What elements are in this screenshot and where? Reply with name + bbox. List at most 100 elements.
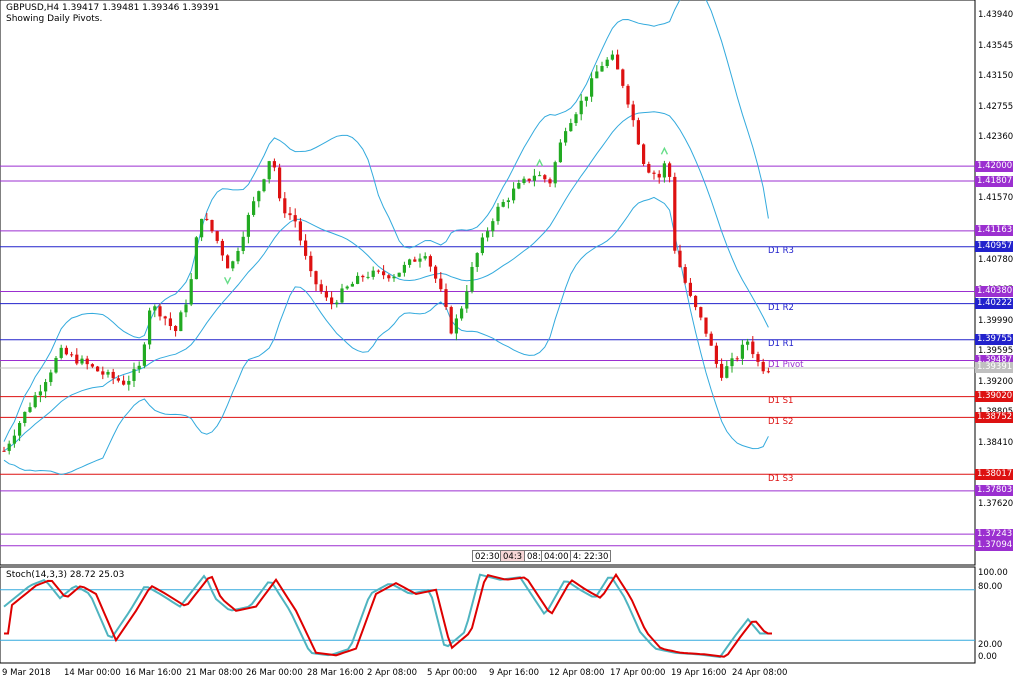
time-box-3[interactable]: 08: — [524, 550, 544, 562]
candle-body — [345, 286, 349, 289]
candle-body — [590, 78, 594, 97]
candle-body — [564, 131, 568, 143]
candle-body — [740, 344, 744, 359]
price-tick: 1.39595 — [978, 346, 1014, 357]
price-level-box: 1.39391 — [975, 362, 1013, 374]
bollinger-bands — [3, 0, 769, 476]
band-middle — [3, 111, 769, 452]
time-tick: 9 Apr 16:00 — [489, 668, 540, 678]
time-tick: 16 Mar 16:00 — [125, 668, 182, 678]
pivot-r1-label: D1 R1 — [768, 339, 794, 349]
candle-body — [652, 172, 656, 174]
time-box-2[interactable]: 04:3 — [500, 550, 526, 562]
time-tick: 14 Mar 00:00 — [64, 668, 121, 678]
candle-body — [496, 206, 500, 222]
candle-body — [184, 304, 188, 313]
price-level-box: 1.38752 — [975, 411, 1013, 423]
candle-body — [298, 221, 302, 241]
fractal-arrow — [535, 158, 544, 167]
candle-body — [288, 213, 292, 216]
candle-body — [54, 357, 58, 373]
candle-body — [278, 167, 282, 199]
symbol-header: GBPUSD,H4 1.39417 1.39481 1.39346 1.3939… — [6, 3, 220, 13]
price-tick: 1.42755 — [978, 101, 1014, 112]
candle-body — [548, 179, 552, 184]
candle-body — [491, 221, 495, 232]
candle-body — [397, 272, 401, 277]
candle-body — [158, 306, 162, 317]
candle-body — [418, 258, 422, 262]
price-level-box: 1.40380 — [975, 285, 1013, 297]
stoch-tick-0: 0.00 — [978, 652, 997, 662]
candle-body — [236, 250, 240, 262]
candle-body — [725, 366, 729, 378]
candle-body — [356, 275, 360, 284]
candle-body — [532, 175, 536, 181]
candle-body — [657, 173, 661, 178]
candle-body — [80, 358, 84, 364]
candle-body — [361, 275, 365, 278]
pivot-s3-label: D1 S3 — [768, 474, 794, 484]
candle-body — [647, 163, 651, 173]
pivot-r3-label: D1 R3 — [768, 246, 794, 256]
time-box-4[interactable]: 04:00 — [541, 550, 572, 562]
candle-body — [444, 289, 448, 308]
price-level-box: 1.38017 — [975, 468, 1013, 480]
candle-body — [75, 354, 79, 364]
candle-body — [168, 318, 172, 327]
candle-body — [215, 231, 219, 241]
pivot-s2-label: D1 S2 — [768, 417, 794, 427]
price-tick: 1.37620 — [978, 499, 1014, 509]
candle-body — [122, 380, 126, 385]
candle-body — [283, 198, 287, 214]
price-level-box: 1.37803 — [975, 485, 1013, 497]
candlesticks — [2, 49, 770, 455]
price-level-box: 1.39755 — [975, 334, 1013, 346]
candle-body — [751, 341, 755, 355]
price-tick: 1.38410 — [978, 437, 1014, 448]
candle-body — [366, 276, 370, 278]
candle-body — [319, 284, 323, 292]
candle-body — [38, 391, 42, 396]
candle-body — [101, 371, 105, 375]
time-tick: 9 Mar 2018 — [2, 668, 51, 678]
candle-body — [132, 369, 136, 381]
price-level-box: 1.42000 — [975, 160, 1013, 172]
candle-body — [584, 96, 588, 101]
band-upper — [3, 0, 769, 442]
candle-body — [517, 182, 521, 189]
candle-body — [231, 261, 235, 269]
candle-body — [709, 333, 713, 346]
time-box-1[interactable]: 02:30 — [472, 550, 503, 562]
candle-body — [730, 358, 734, 367]
candle-body — [44, 382, 48, 392]
candle-body — [33, 395, 37, 408]
candle-body — [480, 237, 484, 254]
price-level-box: 1.39487 — [975, 355, 1013, 367]
time-tick: 21 Mar 08:00 — [186, 668, 243, 678]
candle-body — [631, 104, 635, 121]
candle-body — [673, 176, 677, 251]
time-box-5[interactable]: 4: 22:30 — [570, 550, 612, 562]
candle-body — [90, 364, 94, 367]
stoch-pane-frame — [0, 566, 976, 664]
candle-body — [512, 188, 516, 201]
candle-body — [621, 69, 625, 86]
time-tick: 5 Apr 00:00 — [427, 668, 478, 678]
candle-body — [163, 316, 167, 319]
stoch-main-line — [3, 573, 772, 659]
price-level-box: 1.41807 — [975, 175, 1013, 187]
time-tick: 28 Mar 16:00 — [307, 668, 364, 678]
candle-body — [439, 278, 443, 290]
candle-body — [434, 266, 438, 279]
pivot-p-label: D1 Pivot — [768, 360, 804, 370]
candle-body — [350, 283, 354, 287]
price-tick: 1.42360 — [978, 132, 1014, 143]
candle-body — [59, 347, 63, 358]
candle-body — [475, 253, 479, 267]
pivot-r2-label: D1 R2 — [768, 303, 794, 313]
candle-body — [756, 354, 760, 362]
candle-body — [735, 358, 739, 360]
main-chart-frame — [0, 0, 976, 566]
